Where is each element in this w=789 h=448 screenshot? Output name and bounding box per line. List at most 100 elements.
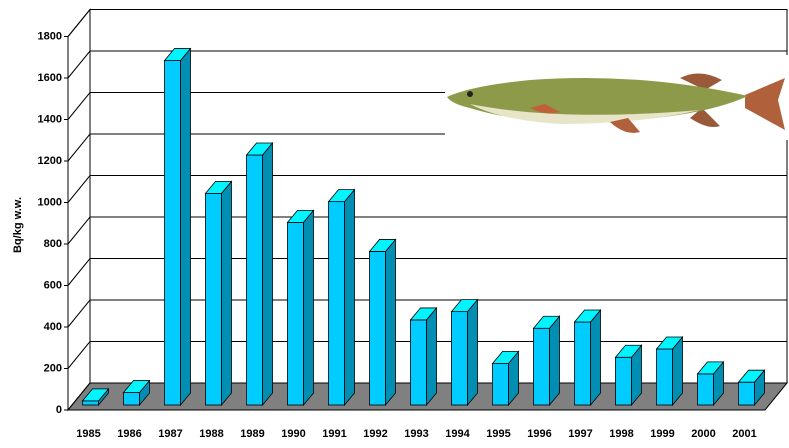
x-tick-label: 1986 <box>117 428 141 440</box>
bar-top <box>327 189 356 203</box>
x-tick-label: 1997 <box>568 428 592 440</box>
bar-top <box>122 380 151 393</box>
x-tick-label: 1998 <box>609 428 633 440</box>
bar-top <box>696 361 725 375</box>
bars <box>81 47 766 407</box>
bar <box>327 188 356 407</box>
bar-front <box>123 392 140 406</box>
x-tick-label: 1990 <box>281 428 305 440</box>
bar-front <box>410 319 427 406</box>
bar-top <box>409 307 438 321</box>
y-tick-label: 1200 <box>38 155 62 167</box>
bar-top <box>245 142 274 156</box>
bar-front <box>615 356 632 406</box>
bar-front <box>164 60 181 406</box>
bar <box>204 180 233 407</box>
bar <box>122 379 151 407</box>
bar-front <box>738 381 755 406</box>
x-tick-label: 1995 <box>486 428 510 440</box>
y-tick-label: 1800 <box>38 30 62 42</box>
y-tick-label: 800 <box>44 238 62 250</box>
bar-front <box>451 311 468 406</box>
grid-line <box>67 258 787 286</box>
bar-top <box>573 309 602 323</box>
bar-top <box>163 48 192 61</box>
bar-side <box>303 209 314 407</box>
x-tick-label: 1996 <box>527 428 551 440</box>
y-tick-label: 400 <box>44 321 62 333</box>
bar <box>696 360 725 407</box>
bar <box>163 47 192 407</box>
x-tick-label: 1989 <box>240 428 264 440</box>
labels: 0 200 400 600 800 1000 1200 1400 1600 1800 1985 198… <box>38 30 757 440</box>
x-tick-label: 1988 <box>199 428 223 440</box>
x-tick-label: 1985 <box>76 428 100 440</box>
grid-line <box>67 175 787 203</box>
bar <box>573 308 602 407</box>
x-tick-label: 1987 <box>158 428 182 440</box>
bar-top <box>286 210 315 223</box>
bar <box>491 350 520 407</box>
bar <box>450 298 479 407</box>
x-tick-label: 1994 <box>445 428 470 440</box>
bar-side <box>549 315 560 407</box>
bar-top <box>81 388 110 402</box>
bar-side <box>344 188 355 407</box>
x-tick-label: 1993 <box>404 428 428 440</box>
bar-front <box>574 321 591 406</box>
bar-side <box>426 306 437 407</box>
bar <box>286 209 315 407</box>
grid-line <box>67 299 787 328</box>
bar <box>655 335 684 407</box>
bar-front <box>328 201 345 406</box>
y-tick-label: 0 <box>56 404 62 416</box>
bar-side <box>221 180 232 407</box>
bar-top <box>532 315 561 329</box>
bar <box>81 387 110 407</box>
x-tick-label: 2000 <box>691 428 715 440</box>
bar <box>368 238 397 407</box>
grid-line <box>67 216 787 245</box>
y-tick-label: 1400 <box>38 113 62 125</box>
bar-top <box>450 299 479 313</box>
bar <box>409 306 438 407</box>
bar <box>532 315 561 407</box>
y-axis-title: Bq/kg w.w. <box>12 197 24 253</box>
y-tick-label: 600 <box>44 279 62 291</box>
bar-top <box>491 351 520 364</box>
bar-top <box>737 369 766 383</box>
bar-front <box>246 154 263 406</box>
bar-side <box>467 298 478 407</box>
bar-side <box>590 308 601 407</box>
x-tick-label: 1992 <box>363 428 387 440</box>
bar-top <box>204 180 233 194</box>
bar-front <box>82 400 99 406</box>
bar-front <box>369 251 386 406</box>
bar-side <box>262 141 273 407</box>
bar <box>614 344 643 407</box>
bar <box>737 369 766 407</box>
bar-front <box>533 327 550 406</box>
bar-top <box>368 239 397 252</box>
bar <box>245 141 274 407</box>
bar-top <box>614 344 643 358</box>
y-tick-label: 1000 <box>38 196 62 208</box>
x-tick-label: 1999 <box>650 428 674 440</box>
grid-line <box>67 50 787 79</box>
bar-front <box>697 373 714 406</box>
x-tick-label: 2001 <box>732 428 756 440</box>
bar-front <box>205 192 222 406</box>
grid-line <box>67 9 787 37</box>
x-tick-label: 1991 <box>322 428 346 440</box>
bar-front <box>287 221 304 406</box>
bar-front <box>492 363 509 406</box>
bar-front <box>656 348 673 406</box>
bar-side <box>180 47 191 407</box>
y-tick-label: 200 <box>44 362 62 374</box>
side-wall <box>67 8 91 412</box>
bar-side <box>385 238 396 407</box>
fish-illustration <box>447 73 785 133</box>
bar-top <box>655 336 684 350</box>
y-tick-label: 1600 <box>38 72 62 84</box>
